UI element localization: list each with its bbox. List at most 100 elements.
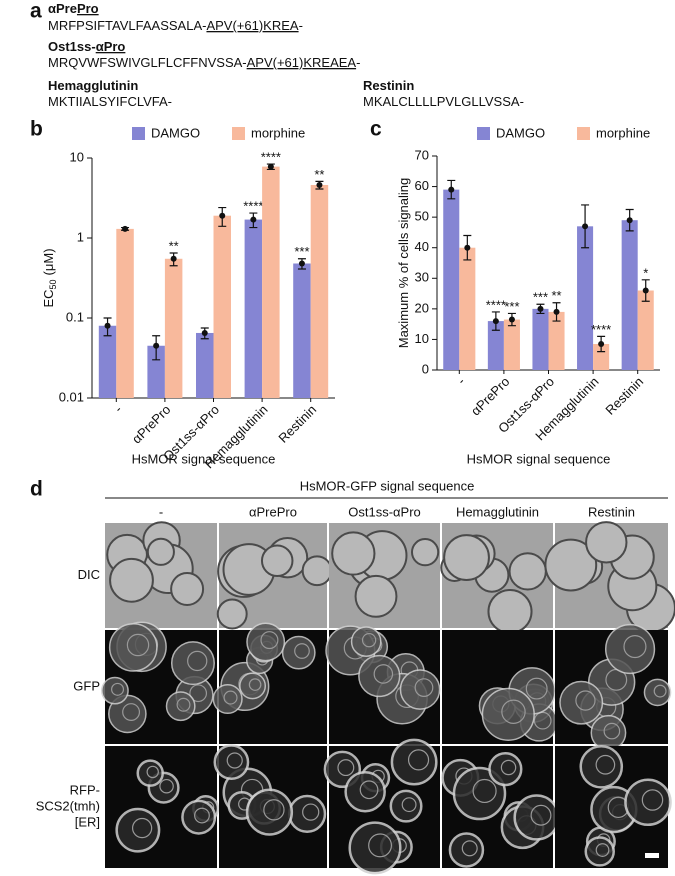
- organelle: [361, 632, 377, 648]
- y-tick-label: 10: [415, 331, 429, 346]
- mean-dot: [201, 329, 208, 336]
- cell: [443, 534, 490, 581]
- panel-label: b: [30, 118, 43, 141]
- y-tick-label: 40: [415, 239, 429, 254]
- x-axis-label: HsMOR signal sequence: [467, 451, 611, 466]
- micrograph: [441, 746, 560, 868]
- organelle: [641, 789, 664, 811]
- mean-dot: [153, 342, 160, 349]
- significance: **: [314, 167, 324, 182]
- cell: [344, 770, 386, 813]
- organelle: [530, 804, 552, 826]
- sequence: MRQVWFSWIVGLFLCFFNVSSA-APV(+61)KREAEA-: [48, 55, 360, 70]
- cell: [281, 635, 316, 670]
- cell: [146, 537, 175, 566]
- column-label: Restinin: [588, 504, 635, 519]
- organelle: [263, 799, 285, 821]
- organelle: [294, 643, 310, 659]
- mean-dot: [250, 216, 257, 223]
- name-part: Ost1ss-: [48, 39, 96, 54]
- y-label-rest: (μM): [41, 248, 56, 275]
- cell: [239, 672, 267, 700]
- cell: [101, 676, 129, 705]
- x-tick-label: Restinin: [602, 374, 646, 418]
- organelle: [501, 699, 526, 724]
- cell: [358, 654, 401, 698]
- construct-name: Ost1ss-αPro: [48, 39, 125, 54]
- micrograph: [212, 622, 327, 744]
- cell: [585, 521, 628, 564]
- organelle: [260, 631, 279, 650]
- mean-dot: [537, 305, 544, 312]
- name-part: Pro: [77, 1, 99, 16]
- mean-dot: [598, 341, 605, 348]
- organelle: [159, 778, 174, 794]
- micrograph: [105, 521, 217, 628]
- organelle: [401, 797, 417, 813]
- bar: [487, 321, 504, 370]
- mean-dot: [448, 186, 455, 193]
- organelle: [122, 703, 141, 721]
- significance: ****: [243, 198, 263, 213]
- significance: ***: [504, 299, 519, 314]
- significance: ****: [486, 297, 506, 312]
- organelle: [653, 684, 667, 698]
- bar: [196, 332, 214, 398]
- y-label-main: Maximum % of cells signaling: [396, 178, 411, 349]
- legend-swatch: [232, 127, 245, 140]
- bar: [244, 219, 263, 398]
- cell: [643, 678, 672, 707]
- column-label: Ost1ss-αPro: [348, 504, 421, 519]
- significance: *: [643, 265, 648, 280]
- organelle: [525, 677, 548, 700]
- mean-dot: [553, 308, 560, 315]
- organelle: [461, 840, 478, 857]
- name-part: αPre: [48, 1, 77, 16]
- mean-dot: [267, 163, 274, 170]
- x-tick-label: -: [111, 402, 125, 416]
- x-tick-label: Restinin: [275, 402, 319, 446]
- mean-dot: [104, 322, 111, 329]
- y-tick-label: 0.01: [59, 389, 84, 404]
- significance: **: [169, 238, 179, 253]
- organelle: [533, 711, 552, 730]
- bar: [621, 220, 638, 370]
- y-tick-label: 70: [415, 147, 429, 162]
- cell: [508, 552, 547, 591]
- organelle: [407, 749, 430, 771]
- micrograph: [216, 523, 333, 630]
- y-label-main: EC: [41, 289, 56, 307]
- bar: [443, 189, 460, 370]
- x-axis-label: HsMOR signal sequence: [132, 451, 276, 466]
- name-part: Hemagglutinin: [48, 78, 138, 93]
- legend-swatch: [577, 127, 590, 140]
- organelle: [176, 697, 191, 712]
- y-tick-label: 50: [415, 209, 429, 224]
- cell: [331, 531, 376, 576]
- organelle: [111, 682, 125, 696]
- micrograph: [105, 746, 220, 868]
- organelle: [187, 650, 208, 672]
- panel-label: a: [30, 0, 42, 23]
- mean-dot: [642, 287, 649, 294]
- bar: [98, 325, 117, 398]
- cell: [109, 557, 154, 603]
- cell: [170, 641, 215, 686]
- organelle: [146, 765, 159, 779]
- y-tick-label: 60: [415, 178, 429, 193]
- micrograph: [544, 521, 675, 634]
- cell: [604, 623, 656, 675]
- micrograph: [442, 630, 559, 744]
- panel-label: d: [30, 478, 43, 501]
- y-tick-label: 10: [70, 149, 84, 164]
- column-label: -: [159, 504, 163, 519]
- cell: [216, 598, 248, 630]
- y-tick-label: 30: [415, 270, 429, 285]
- cell: [212, 683, 243, 715]
- bar: [310, 184, 329, 398]
- mean-dot: [492, 318, 499, 325]
- cell: [350, 626, 382, 657]
- legend-swatch: [477, 127, 490, 140]
- micrograph: [101, 621, 217, 744]
